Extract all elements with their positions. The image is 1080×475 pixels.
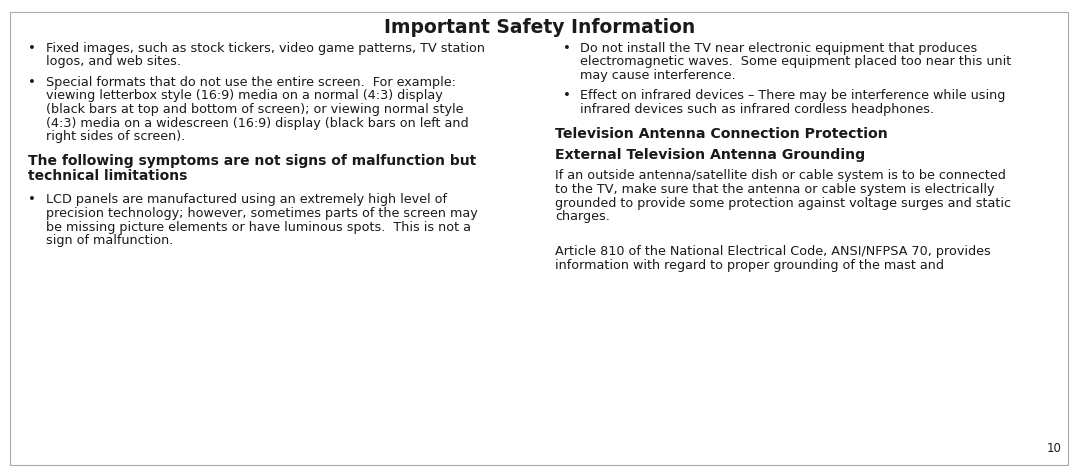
Text: technical limitations: technical limitations: [28, 170, 187, 183]
Text: right sides of screen).: right sides of screen).: [46, 130, 186, 143]
Text: sign of malfunction.: sign of malfunction.: [46, 234, 174, 247]
Text: grounded to provide some protection against voltage surges and static: grounded to provide some protection agai…: [555, 197, 1011, 209]
Text: charges.: charges.: [555, 210, 610, 223]
Text: may cause interference.: may cause interference.: [580, 69, 735, 82]
Text: Fixed images, such as stock tickers, video game patterns, TV station: Fixed images, such as stock tickers, vid…: [46, 42, 485, 55]
Text: Television Antenna Connection Protection: Television Antenna Connection Protection: [555, 126, 888, 141]
Text: infrared devices such as infrared cordless headphones.: infrared devices such as infrared cordle…: [580, 103, 934, 116]
Text: If an outside antenna/satellite dish or cable system is to be connected: If an outside antenna/satellite dish or …: [555, 170, 1005, 182]
FancyBboxPatch shape: [10, 12, 1068, 465]
Text: (black bars at top and bottom of screen); or viewing normal style: (black bars at top and bottom of screen)…: [46, 103, 463, 116]
Text: information with regard to proper grounding of the mast and: information with regard to proper ground…: [555, 259, 944, 272]
Text: •: •: [563, 89, 571, 103]
Text: (4:3) media on a widescreen (16:9) display (black bars on left and: (4:3) media on a widescreen (16:9) displ…: [46, 116, 469, 130]
Text: to the TV, make sure that the antenna or cable system is electrically: to the TV, make sure that the antenna or…: [555, 183, 995, 196]
Text: The following symptoms are not signs of malfunction but: The following symptoms are not signs of …: [28, 153, 476, 168]
Text: LCD panels are manufactured using an extremely high level of: LCD panels are manufactured using an ext…: [46, 193, 447, 207]
Text: •: •: [28, 193, 36, 207]
Text: be missing picture elements or have luminous spots.  This is not a: be missing picture elements or have lumi…: [46, 220, 471, 234]
Text: •: •: [563, 42, 571, 55]
Text: Important Safety Information: Important Safety Information: [384, 18, 696, 37]
Text: External Television Antenna Grounding: External Television Antenna Grounding: [555, 148, 865, 162]
Text: precision technology; however, sometimes parts of the screen may: precision technology; however, sometimes…: [46, 207, 477, 220]
Text: Do not install the TV near electronic equipment that produces: Do not install the TV near electronic eq…: [580, 42, 977, 55]
Text: Effect on infrared devices – There may be interference while using: Effect on infrared devices – There may b…: [580, 89, 1005, 103]
Text: viewing letterbox style (16:9) media on a normal (4:3) display: viewing letterbox style (16:9) media on …: [46, 89, 443, 103]
Text: Article 810 of the National Electrical Code, ANSI/NFPSA 70, provides: Article 810 of the National Electrical C…: [555, 246, 990, 258]
Text: logos, and web sites.: logos, and web sites.: [46, 56, 181, 68]
Text: •: •: [28, 76, 36, 89]
Text: electromagnetic waves.  Some equipment placed too near this unit: electromagnetic waves. Some equipment pl…: [580, 56, 1011, 68]
Text: 10: 10: [1048, 442, 1062, 455]
Text: Special formats that do not use the entire screen.  For example:: Special formats that do not use the enti…: [46, 76, 456, 89]
Text: •: •: [28, 42, 36, 55]
